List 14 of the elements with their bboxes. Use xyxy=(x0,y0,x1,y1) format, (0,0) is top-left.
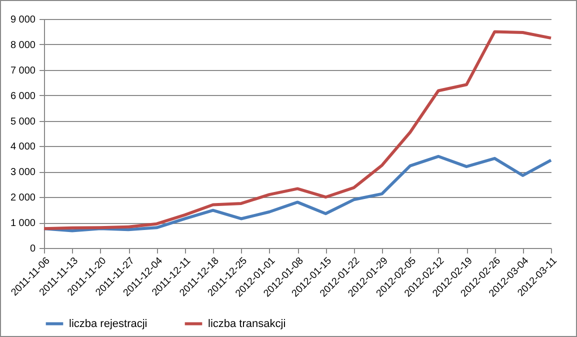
y-tick-label: 1 000 xyxy=(10,218,36,230)
line-series xyxy=(42,30,552,230)
y-tick-label: 3 000 xyxy=(10,167,36,178)
y-tick-label: 5 000 xyxy=(10,116,36,128)
y-tick-label: 8 000 xyxy=(10,40,36,51)
y-tick-label: 0 xyxy=(30,244,36,254)
y-tick-label: 9 000 xyxy=(10,14,36,26)
y-tick-label: 4 000 xyxy=(10,142,36,153)
line-series xyxy=(42,154,552,232)
y-tick-label: 6 000 xyxy=(10,90,36,102)
legend-label: liczba rejestracji xyxy=(69,318,148,330)
y-tick-label: 7 000 xyxy=(10,65,36,76)
y-tick-label: 2 000 xyxy=(10,192,36,204)
legend-label: liczba transakcji xyxy=(208,318,286,330)
